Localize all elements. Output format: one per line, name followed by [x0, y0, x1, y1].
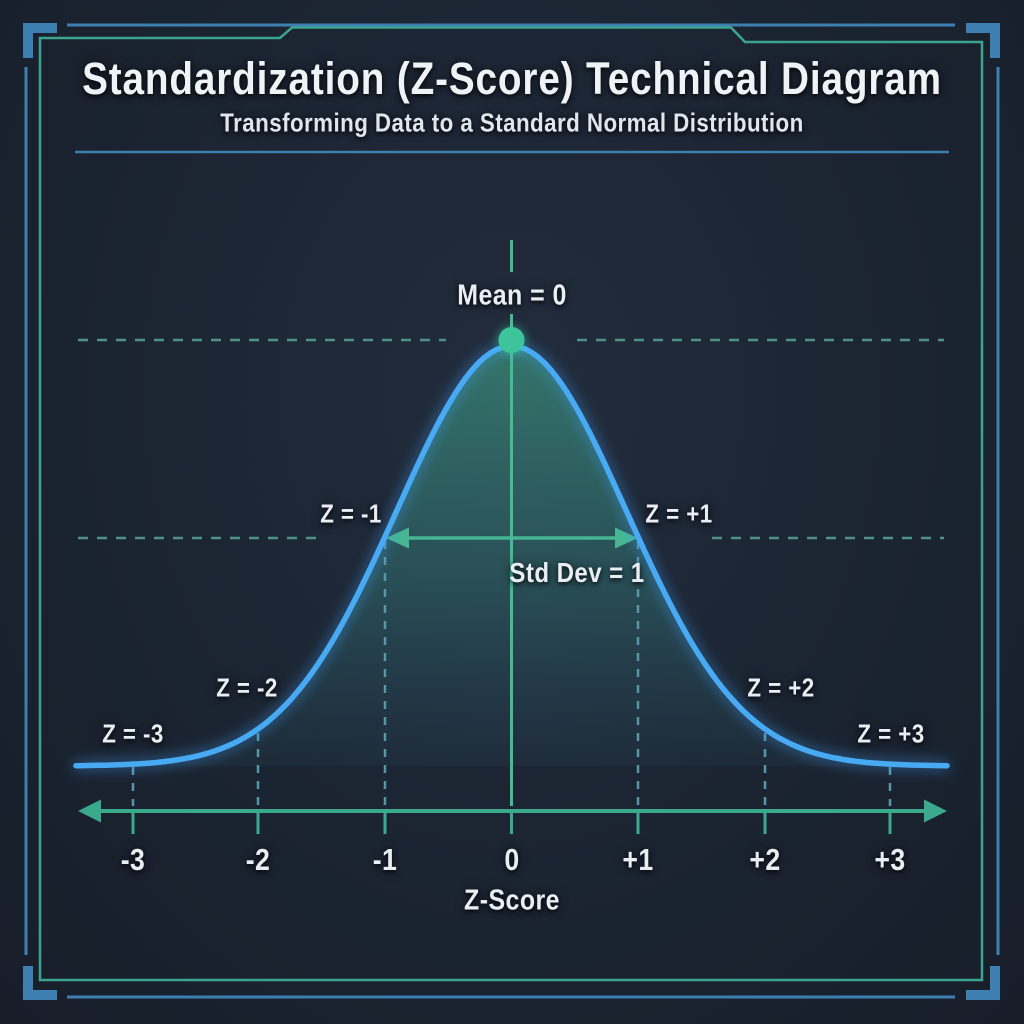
std-dev-arrows	[386, 527, 638, 549]
mean-label: Mean = 0	[457, 279, 567, 312]
axis-tick-minus2: -2	[245, 842, 271, 877]
corner-bracket-top-right	[966, 23, 1000, 58]
sigma2-dashed-guides	[256, 733, 767, 806]
z-plus2-label: Z = +2	[747, 672, 815, 703]
z-plus3-label: Z = +3	[857, 718, 925, 749]
page-subtitle: Transforming Data to a Standard Normal D…	[220, 107, 804, 138]
frame-outer-blue-lines	[24, 23, 1000, 999]
mean-peak-dot	[498, 327, 525, 353]
axis-tick-minus1: -1	[372, 842, 398, 877]
std-dev-label: Std Dev = 1	[509, 557, 645, 588]
std-dev-arrow-right-head	[615, 527, 638, 549]
hud-frame	[23, 23, 1000, 1000]
z-minus2-label: Z = -2	[216, 672, 278, 703]
axis-title: Z-Score	[464, 884, 560, 917]
x-axis-right-arrowhead	[924, 799, 947, 823]
corner-bracket-bottom-left	[23, 966, 57, 1000]
z-minus1-label: Z = -1	[320, 498, 382, 529]
page-title: Standardization (Z-Score) Technical Diag…	[82, 53, 942, 104]
x-axis-tick-marks	[131, 811, 892, 834]
x-axis	[78, 799, 947, 834]
corner-bracket-bottom-right	[966, 966, 1000, 1000]
sigma3-dashed-guides	[131, 767, 892, 806]
z-minus3-label: Z = -3	[102, 718, 164, 749]
axis-tick-plus1: +1	[622, 842, 654, 877]
corner-bracket-top-left	[23, 23, 57, 58]
axis-tick-plus3: +3	[874, 842, 906, 877]
axis-tick-zero: 0	[504, 842, 520, 877]
x-axis-left-arrowhead	[78, 799, 101, 823]
std-dev-arrow-left-head	[386, 527, 409, 549]
frame-inner-teal-border	[38, 26, 984, 982]
axis-tick-plus2: +2	[749, 842, 781, 877]
z-plus1-label: Z = +1	[645, 498, 713, 529]
sigma1-dashed-guides	[383, 541, 640, 806]
axis-tick-minus3: -3	[120, 842, 146, 877]
